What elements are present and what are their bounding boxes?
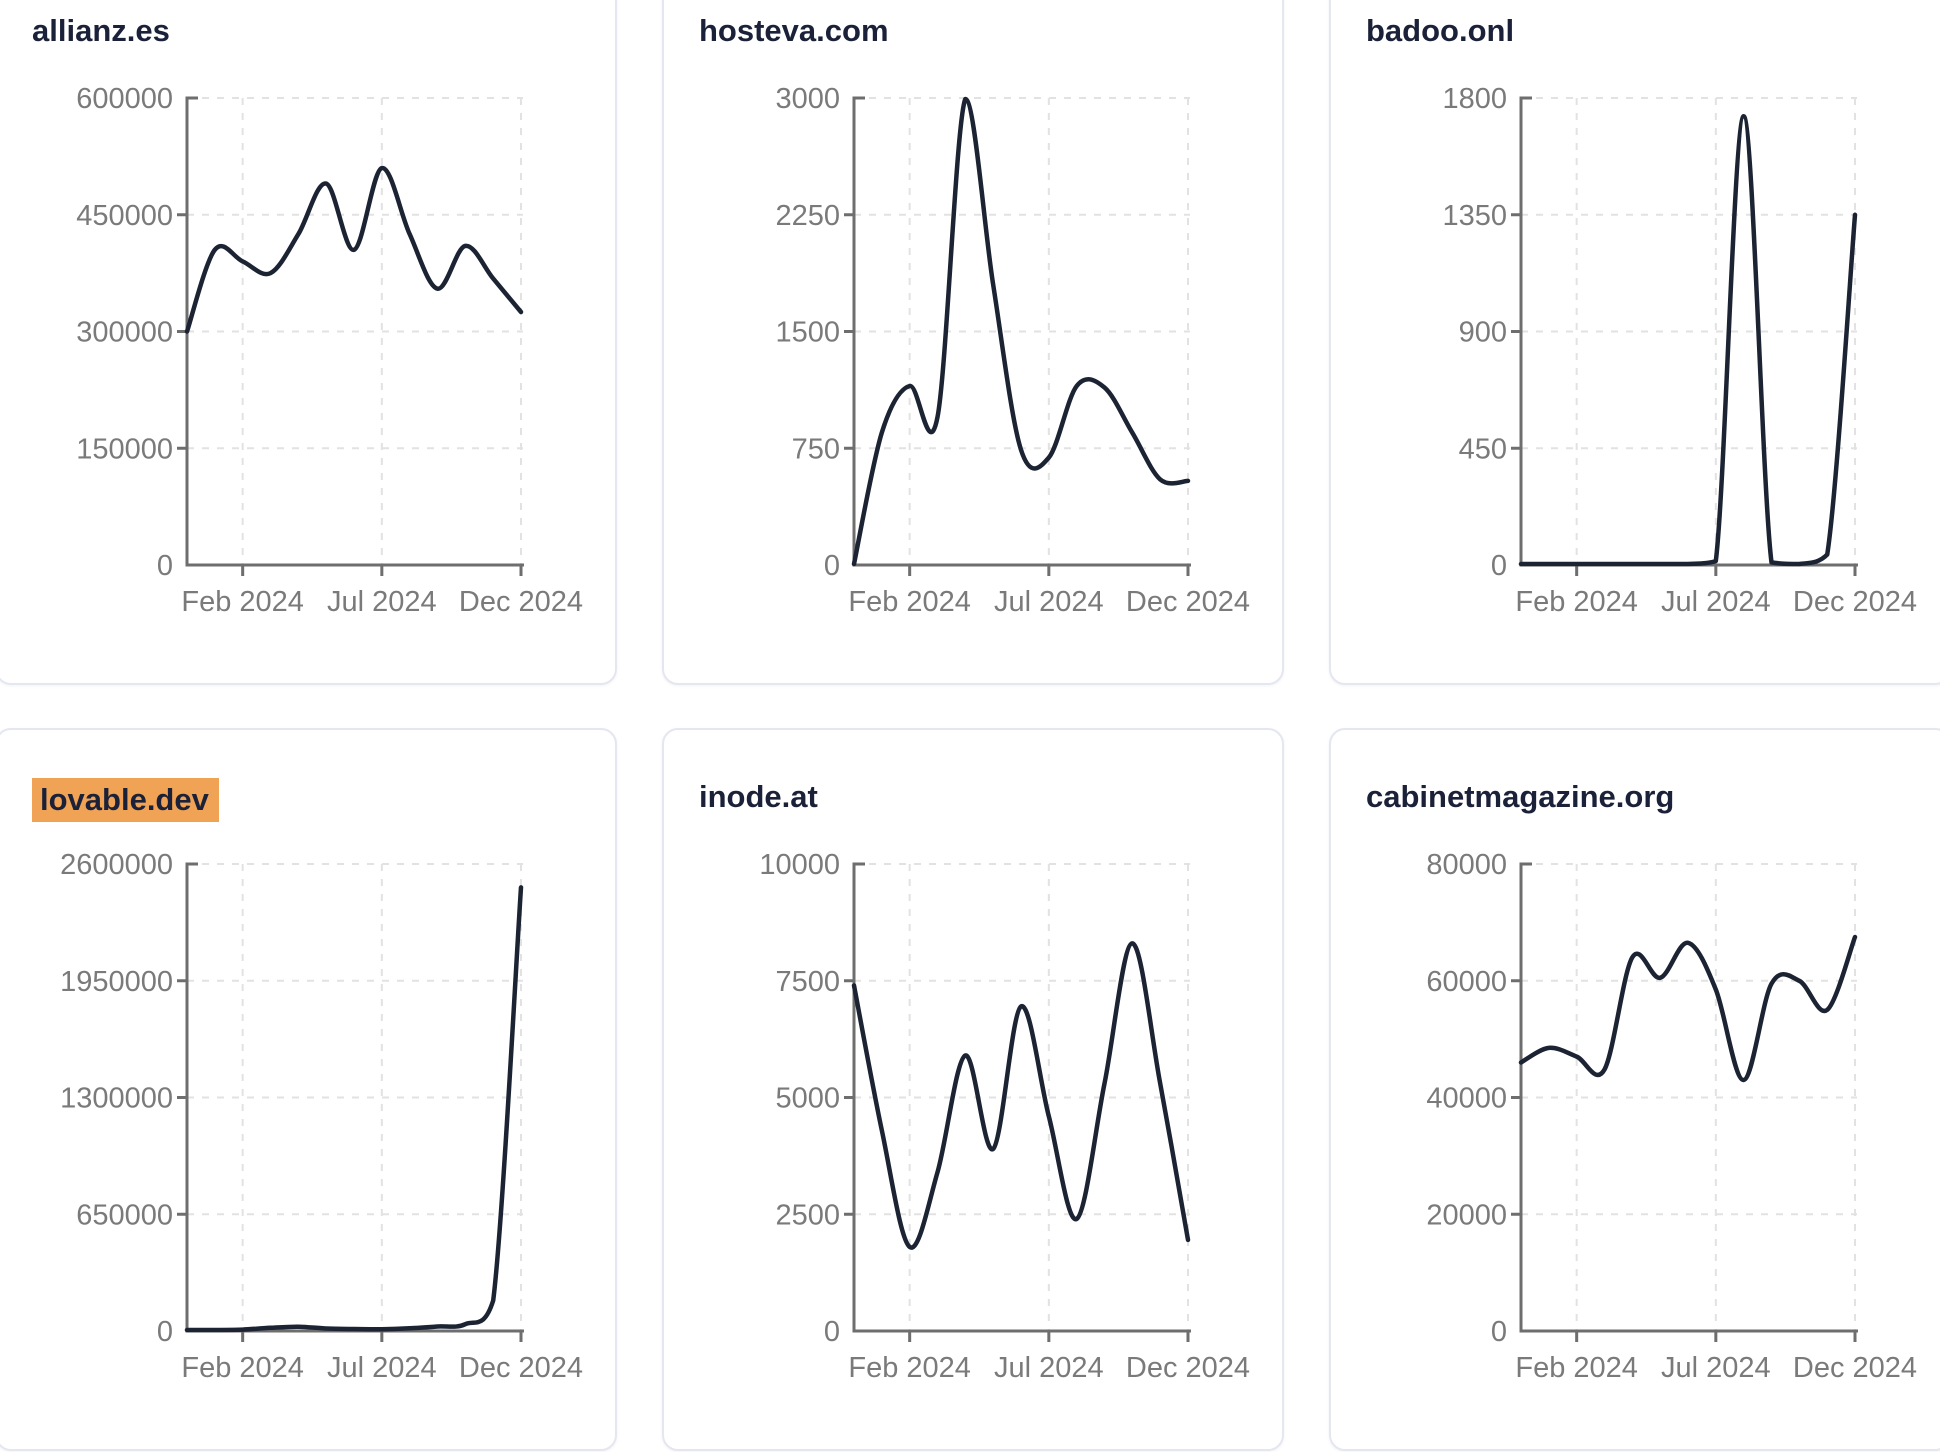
chart-title-row: cabinetmagazine.org [1366,778,1674,815]
y-tick-label: 3000 [775,83,840,115]
chart-card-hosteva: hosteva.com 0 750 1500 2250 3000 Feb 2024 Jul … [662,0,1284,685]
chart-title-row: hosteva.com [699,12,889,49]
gridlines [187,97,523,565]
y-tick-label: 20000 [1426,1199,1507,1231]
y-tick-label: 80000 [1426,849,1507,881]
x-tick-label: Jul 2024 [1661,1352,1771,1384]
x-tick-label: Jul 2024 [994,586,1104,618]
y-tick-label: 0 [157,1316,173,1348]
axes [1511,96,1858,576]
x-tick-label: Dec 2024 [1126,1352,1250,1384]
gridlines [1521,863,1857,1331]
line-chart: 0 20000 40000 60000 80000 Feb 2024 Jul 2024 Dec… [1426,849,1917,1384]
axes [177,96,524,576]
data-series-line [1518,934,1858,1083]
x-tick-label: Feb 2024 [181,586,304,618]
tick-labels: 0 450 900 1350 1800 Feb 2024 Jul 2024 Dec 2024 [1442,83,1917,618]
y-tick-label: 1300000 [60,1083,173,1115]
x-tick-label: Dec 2024 [1126,586,1250,618]
x-tick-label: Dec 2024 [1793,586,1917,618]
y-tick-label: 2500 [775,1199,840,1231]
x-tick-label: Jul 2024 [1661,586,1771,618]
chart-title: lovable.dev [32,778,219,823]
gridlines [854,97,1190,565]
chart-title: hosteva.com [699,13,889,48]
axes [177,862,524,1342]
y-tick-label: 1800 [1442,83,1507,115]
gridlines [1521,97,1857,565]
y-tick-label: 60000 [1426,966,1507,998]
y-tick-label: 2600000 [60,849,173,881]
x-tick-label: Jul 2024 [994,1352,1104,1384]
gridlines [187,863,523,1331]
y-tick-label: 600000 [76,83,173,115]
data-series-line [1518,113,1858,567]
chart-card-inode: inode.at 0 2500 5000 7500 10000 Feb 2024 Jul 2… [662,728,1284,1451]
tick-labels: 0 20000 40000 60000 80000 Feb 2024 Jul 2024 Dec… [1426,849,1917,1384]
chart-title: allianz.es [32,13,170,48]
tick-labels: 0 150000 300000 450000 600000 Feb 2024 Jul 202… [76,83,583,618]
y-tick-label: 10000 [759,849,840,881]
data-series-line [184,165,524,334]
y-tick-label: 900 [1459,317,1507,349]
chart-title: inode.at [699,779,818,814]
x-tick-label: Jul 2024 [327,586,437,618]
y-tick-label: 40000 [1426,1083,1507,1115]
x-tick-label: Dec 2024 [1793,1352,1917,1384]
y-tick-label: 2250 [775,200,840,232]
y-tick-label: 0 [824,550,840,582]
x-tick-label: Feb 2024 [1515,1352,1638,1384]
y-tick-label: 0 [1491,1316,1507,1348]
line-chart: 0 750 1500 2250 3000 Feb 2024 Jul 2024 Dec 2024 [775,83,1250,618]
x-tick-label: Feb 2024 [848,1352,971,1384]
x-tick-label: Feb 2024 [181,1352,304,1384]
y-tick-label: 750 [792,433,840,465]
chart-title-row: inode.at [699,778,818,815]
axes [844,96,1191,576]
y-tick-label: 450000 [76,200,173,232]
chart-title-row: allianz.es [32,12,170,49]
tick-labels: 0 650000 1300000 1950000 2600000 Feb 2024 Jul … [60,849,583,1384]
y-tick-label: 1500 [775,317,840,349]
chart-card-cabinetmagazine: cabinetmagazine.org 0 20000 40000 60000 8000… [1329,728,1940,1451]
axes [844,862,1191,1342]
axes [1511,862,1858,1342]
y-tick-label: 450 [1459,433,1507,465]
y-tick-label: 1350 [1442,200,1507,232]
y-tick-label: 0 [824,1316,840,1348]
chart-title: badoo.onl [1366,13,1515,48]
y-tick-label: 0 [1491,550,1507,582]
line-chart: 0 450 900 1350 1800 Feb 2024 Jul 2024 Dec 2024 [1442,83,1917,618]
line-chart: 0 2500 5000 7500 10000 Feb 2024 Jul 2024 Dec 20… [759,849,1250,1384]
y-tick-label: 650000 [76,1199,173,1231]
y-tick-label: 300000 [76,317,173,349]
x-tick-label: Jul 2024 [327,1352,437,1384]
chart-title: cabinetmagazine.org [1366,779,1675,814]
y-tick-label: 1950000 [60,966,173,998]
chart-title-row: badoo.onl [1366,12,1514,49]
tick-labels: 0 2500 5000 7500 10000 Feb 2024 Jul 2024 Dec 20… [759,849,1250,1384]
chart-card-badoo: badoo.onl 0 450 900 1350 1800 Feb 2024 Jul 202… [1329,0,1940,685]
y-tick-label: 0 [157,550,173,582]
chart-card-lovable: lovable.dev 0 650000 1300000 1950000 2600000… [0,728,617,1451]
chart-title-row: lovable.dev [32,778,219,823]
line-chart: 0 650000 1300000 1950000 2600000 Feb 2024 Jul … [60,849,583,1384]
x-tick-label: Feb 2024 [848,586,971,618]
line-chart: 0 150000 300000 450000 600000 Feb 2024 Jul 202… [76,83,583,618]
data-series-line [184,885,524,1333]
gridlines [854,863,1190,1331]
tick-labels: 0 750 1500 2250 3000 Feb 2024 Jul 2024 Dec 2024 [775,83,1250,618]
y-tick-label: 150000 [76,433,173,465]
x-tick-label: Feb 2024 [1515,586,1638,618]
y-tick-label: 5000 [775,1083,840,1115]
data-series-line [851,941,1191,1250]
data-series-line [851,96,1191,567]
y-tick-label: 7500 [775,966,840,998]
chart-card-allianz: allianz.es 0 150000 300000 450000 600000 Feb … [0,0,617,685]
x-tick-label: Dec 2024 [459,1352,583,1384]
x-tick-label: Dec 2024 [459,586,583,618]
